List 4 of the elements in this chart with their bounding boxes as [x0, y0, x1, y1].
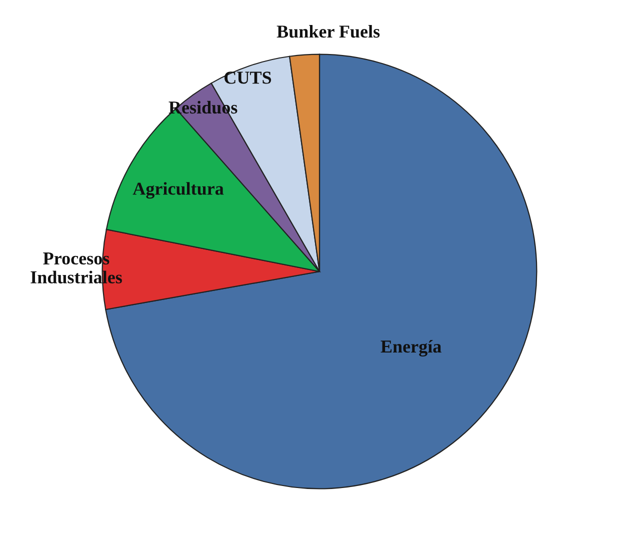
slice-label: CUTS	[224, 72, 272, 84]
slice-label: Bunker Fuels	[276, 24, 380, 38]
slice-label: Energía	[380, 340, 442, 356]
slice-label: Agricultura	[132, 182, 224, 199]
